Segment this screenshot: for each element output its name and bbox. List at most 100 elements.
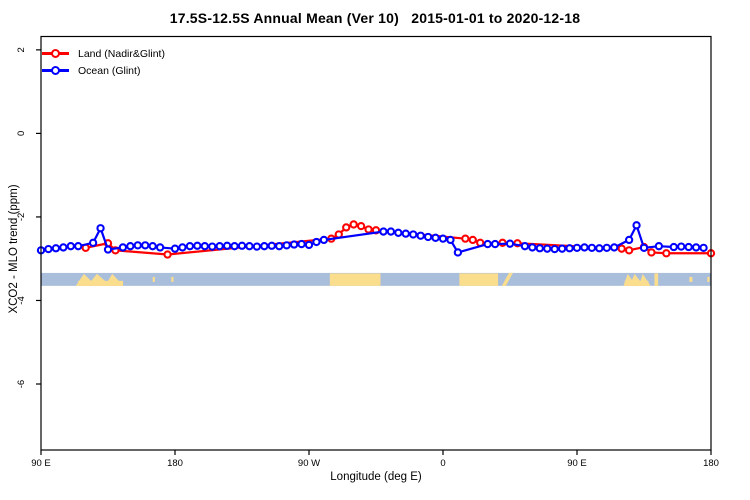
data-point-ocean: [386, 227, 396, 236]
y-axis-title: XCO2 - MLO trend (ppm): [8, 184, 20, 314]
data-point-land: [342, 223, 351, 232]
data-point-ocean: [96, 224, 105, 233]
data-point-ocean: [409, 230, 418, 239]
data-point-land: [163, 250, 172, 259]
y-tick-label: 0: [16, 131, 27, 136]
data-point-ocean: [260, 242, 269, 251]
data-point-ocean: [453, 248, 463, 257]
data-point-ocean: [126, 242, 135, 251]
data-point-land: [662, 249, 671, 258]
data-point-ocean: [624, 235, 634, 245]
data-point-ocean: [222, 241, 232, 250]
legend-item-ocean: Ocean (Glint): [42, 62, 165, 79]
legend-label-land: Land (Nadir&Glint): [78, 47, 165, 60]
data-point-land: [647, 248, 656, 257]
land-series-swatch: [42, 49, 69, 59]
chart-title: 17.5S-12.5S Annual Mean (Ver 10) 2015-01…: [169, 10, 581, 26]
data-point-ocean: [379, 227, 388, 236]
data-point-land: [349, 220, 358, 229]
data-point-ocean: [602, 243, 611, 252]
data-point-ocean: [610, 243, 619, 252]
data-point-ocean: [669, 242, 678, 252]
data-point-ocean: [505, 239, 515, 248]
y-tick-label: -6: [16, 380, 27, 388]
map-band-land: [171, 276, 174, 282]
data-point-land: [364, 225, 373, 234]
land-marker-icon: [51, 49, 60, 58]
data-point-ocean: [200, 242, 209, 251]
ocean-marker-icon: [51, 66, 60, 75]
data-point-ocean: [535, 244, 544, 253]
x-tick-label: 180: [703, 458, 719, 469]
data-point-ocean: [423, 232, 433, 242]
map-band-land: [329, 273, 381, 286]
data-point-ocean: [230, 242, 239, 251]
data-point-ocean: [431, 233, 440, 242]
data-point-land: [617, 244, 626, 253]
data-point-ocean: [565, 244, 574, 253]
data-point-ocean: [580, 243, 589, 252]
data-point-land: [356, 221, 366, 231]
data-point-ocean: [245, 242, 254, 251]
data-point-ocean: [193, 241, 202, 250]
data-point-ocean: [118, 243, 128, 252]
data-point-ocean: [639, 243, 649, 252]
data-point-ocean: [148, 242, 157, 251]
y-tick-label: -2: [16, 213, 27, 221]
data-point-ocean: [595, 244, 604, 253]
data-point-ocean: [654, 242, 664, 251]
data-point-ocean: [550, 244, 559, 254]
data-point-ocean: [282, 241, 291, 250]
data-point-ocean: [572, 243, 582, 252]
map-band-land: [105, 273, 124, 286]
x-tick-label: 90 E: [31, 458, 51, 469]
x-tick-label: 180: [167, 458, 183, 469]
map-band-land: [638, 273, 651, 286]
x-tick-label: 0: [440, 458, 445, 469]
data-point-ocean: [401, 229, 410, 238]
data-point-ocean: [208, 242, 217, 251]
data-point-ocean: [267, 241, 276, 250]
legend-item-land: Land (Nadir&Glint): [42, 45, 165, 62]
data-point-ocean: [170, 244, 180, 253]
legend: Land (Nadir&Glint) Ocean (Glint): [42, 45, 165, 79]
data-point-ocean: [297, 239, 306, 249]
data-point-ocean: [416, 231, 425, 240]
data-point-ocean: [185, 242, 195, 251]
data-point-ocean: [103, 245, 113, 254]
data-point-ocean: [252, 242, 262, 251]
data-point-ocean: [691, 243, 701, 252]
data-point-ocean: [319, 235, 329, 245]
map-band-land: [87, 273, 111, 286]
data-point-ocean: [66, 242, 75, 251]
map-band-land: [152, 276, 155, 282]
data-point-ocean: [155, 243, 165, 252]
data-point-ocean: [237, 241, 247, 250]
y-tick-label: 2: [16, 47, 27, 52]
data-point-land: [468, 235, 477, 245]
plot-box: [40, 35, 712, 451]
data-point-ocean: [557, 244, 567, 253]
data-point-ocean: [684, 242, 693, 252]
y-tick-label: -4: [16, 296, 27, 304]
map-band-land: [501, 272, 513, 286]
data-point-ocean: [587, 243, 597, 252]
data-point-ocean: [446, 235, 455, 245]
data-point-ocean: [543, 244, 552, 253]
data-point-ocean: [74, 242, 83, 251]
data-point-ocean: [677, 242, 686, 251]
data-point-ocean: [490, 239, 500, 249]
data-point-ocean: [133, 241, 142, 250]
data-point-land: [461, 234, 470, 243]
x-tick-label: 90 W: [298, 458, 320, 469]
data-point-ocean: [141, 241, 150, 250]
data-point-ocean: [528, 243, 537, 252]
data-point-ocean: [304, 240, 314, 250]
x-axis-title: Longitude (deg E): [330, 471, 422, 483]
legend-label-ocean: Ocean (Glint): [78, 64, 141, 77]
map-band-land: [689, 276, 693, 282]
data-point-ocean: [275, 242, 284, 251]
data-point-land: [624, 246, 634, 255]
data-point-ocean: [394, 228, 403, 237]
